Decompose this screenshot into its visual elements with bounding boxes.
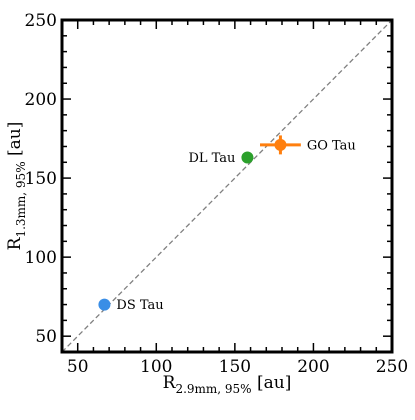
one-to-one-reference-line bbox=[61, 19, 393, 353]
y-tick-label: 100 bbox=[25, 248, 57, 268]
y-tick-label: 150 bbox=[25, 169, 57, 189]
ticks-layer: 50 100 150 200 250 50 100 150 200 250 bbox=[25, 11, 409, 377]
x-tick-label: 250 bbox=[376, 357, 408, 377]
x-tick-label: 200 bbox=[297, 357, 329, 377]
data-point-label: DS Tau bbox=[116, 298, 163, 313]
y-tick-label: 50 bbox=[35, 327, 57, 347]
data-point bbox=[241, 151, 254, 164]
y-tick-label: 250 bbox=[25, 11, 57, 31]
data-point-label: GO Tau bbox=[307, 138, 356, 153]
y-tick-label: 200 bbox=[25, 90, 57, 110]
data-points-layer: DS Tau DL Tau GO Tau bbox=[98, 135, 356, 313]
reference-line-layer bbox=[61, 19, 393, 353]
x-tick-label: 50 bbox=[67, 357, 89, 377]
x-axis-label: R2.9mm, 95% [au] bbox=[163, 373, 292, 396]
y-axis-label: R1.3mm, 95% [au] bbox=[5, 122, 28, 251]
data-point-label: DL Tau bbox=[188, 151, 235, 166]
data-point bbox=[274, 138, 287, 151]
plot-frame bbox=[60, 18, 394, 354]
x-tick-label: 150 bbox=[219, 357, 251, 377]
data-point bbox=[98, 298, 111, 311]
x-tick-label: 100 bbox=[140, 357, 172, 377]
